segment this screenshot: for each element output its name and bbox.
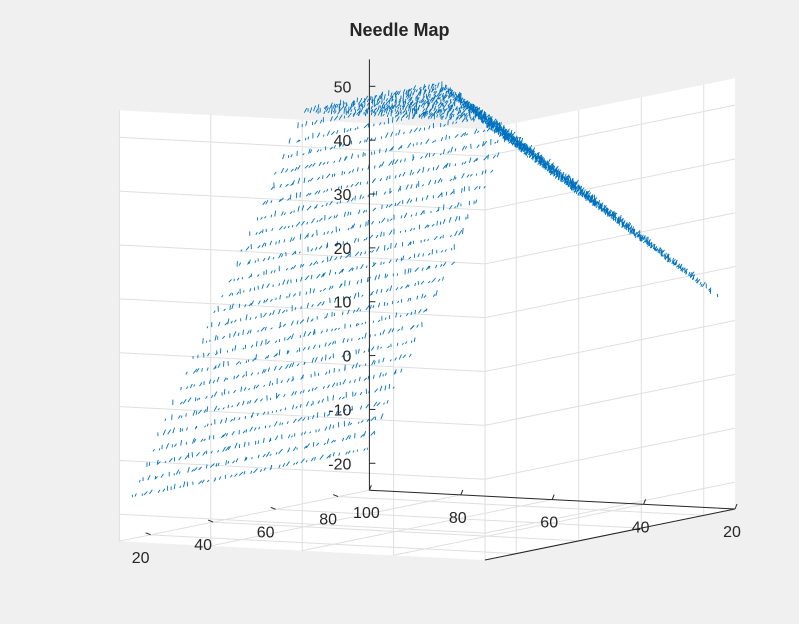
grid-line-x	[210, 115, 461, 547]
x-tick-mark	[368, 485, 372, 491]
grid-line-z	[119, 481, 736, 534]
z-tick-label: 10	[334, 295, 352, 312]
grid-line-z	[119, 373, 736, 426]
y-tick-mark	[145, 532, 151, 536]
y-tick-label: 60	[257, 524, 275, 541]
grid-line-z	[119, 266, 736, 319]
z-tick-label: 30	[334, 187, 352, 204]
x-tick-label: 60	[540, 515, 558, 532]
y-tick-label: 40	[194, 537, 212, 554]
grid-line-z	[119, 158, 736, 211]
x-tick-label: 20	[723, 524, 741, 541]
grid-line-z	[119, 104, 736, 157]
x-tick-mark	[551, 494, 555, 500]
x-tick-mark	[643, 499, 647, 505]
z-tick-label: -10	[328, 402, 351, 419]
y-tick-mark	[207, 519, 214, 523]
x-tick-label: 40	[632, 519, 650, 536]
grid-line-x	[393, 124, 644, 556]
grid-line-x	[301, 119, 553, 552]
x-tick-label: 100	[353, 505, 380, 522]
z-tick-label: 0	[342, 349, 351, 366]
y-axis-line	[484, 508, 736, 561]
z-tick-label: 20	[334, 241, 352, 258]
back-plane-yz	[485, 78, 735, 560]
grid-line-z	[119, 320, 736, 373]
axes-back-planes	[119, 78, 735, 561]
x-tick-label: 80	[449, 510, 467, 527]
needle-path	[131, 81, 719, 498]
grid-line-z	[119, 427, 736, 480]
z-tick-label: 40	[334, 133, 352, 150]
grid-line-z	[119, 212, 736, 265]
y-tick-mark	[332, 494, 339, 498]
chart-title: Needle Map	[349, 20, 450, 40]
y-tick-label: 80	[319, 512, 337, 529]
z-tick-label: 50	[334, 79, 352, 96]
z-tick-label: -20	[328, 456, 351, 473]
x-tick-mark	[734, 503, 738, 510]
y-tick-mark	[270, 506, 276, 510]
y-tick-label: 20	[132, 550, 150, 567]
needle-series	[131, 81, 719, 498]
grid-line-x	[118, 110, 370, 542]
x-tick-mark	[460, 489, 464, 496]
